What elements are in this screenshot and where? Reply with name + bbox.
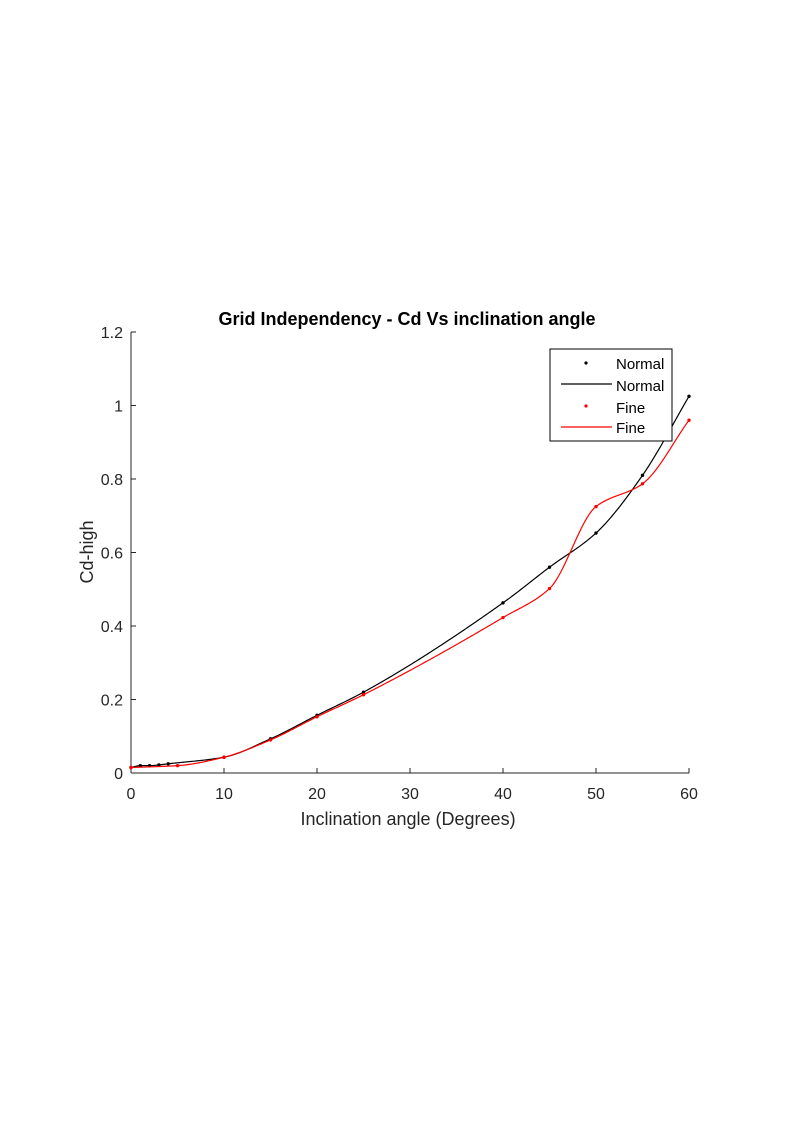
x-tick-label: 60 — [680, 786, 698, 803]
y-tick-label: 1.2 — [101, 325, 123, 342]
x-tick-label: 50 — [587, 786, 605, 803]
data-point-fine — [501, 615, 505, 620]
data-point-fine — [687, 418, 691, 422]
x-tick-label: 10 — [215, 786, 233, 803]
series-layer — [129, 394, 691, 770]
data-point-fine — [315, 715, 319, 719]
x-ticks: 0 10 20 30 40 50 60 — [127, 768, 698, 803]
data-point-fine — [268, 738, 273, 742]
data-point-normal — [166, 762, 170, 766]
y-tick-label: 0.8 — [101, 472, 123, 489]
data-point-normal — [361, 690, 366, 694]
data-point-fine — [547, 586, 552, 591]
plot-area: 0 10 20 30 40 50 60 0 0.2 0.4 0.6 0.8 1 1.2 — [101, 325, 698, 803]
data-point-fine — [175, 763, 180, 768]
legend-label-fine-line: Fine — [616, 420, 645, 437]
y-tick-label: 1 — [114, 399, 123, 416]
x-tick-label: 0 — [127, 786, 136, 803]
x-tick-label: 20 — [308, 786, 326, 803]
data-point-normal — [138, 763, 142, 768]
y-axis-title: Cd-high — [77, 520, 97, 583]
y-tick-label: 0.2 — [101, 693, 123, 710]
y-tick-label: 0.6 — [101, 546, 123, 563]
data-point-fine — [361, 693, 366, 697]
legend-marker-fine — [584, 404, 588, 408]
data-point-normal — [501, 601, 505, 605]
data-point-normal — [157, 763, 161, 767]
data-point-fine — [129, 765, 133, 770]
x-axis-title: Inclination angle (Degrees) — [300, 809, 515, 829]
legend-label-normal-markers: Normal — [616, 356, 664, 373]
legend-label-fine-markers: Fine — [616, 400, 645, 417]
data-point-normal — [687, 394, 691, 399]
legend-label-normal-line: Normal — [616, 378, 664, 395]
y-tick-label: 0 — [114, 766, 123, 783]
data-point-normal — [594, 531, 598, 535]
chart-title: Grid Independency - Cd Vs inclination an… — [218, 309, 595, 329]
data-point-fine — [640, 482, 645, 486]
legend-marker-normal — [584, 361, 588, 365]
data-point-fine — [222, 755, 226, 759]
legend-box — [549, 348, 673, 442]
data-point-fine — [594, 504, 598, 509]
y-ticks: 0 0.2 0.4 0.6 0.8 1 1.2 — [101, 325, 136, 783]
data-point-normal — [640, 473, 645, 478]
data-point-normal — [547, 565, 552, 569]
x-tick-label: 30 — [401, 786, 419, 803]
legend: Normal Normal Fine Fine — [549, 348, 673, 442]
x-tick-label: 40 — [494, 786, 512, 803]
y-tick-label: 0.4 — [101, 619, 123, 636]
